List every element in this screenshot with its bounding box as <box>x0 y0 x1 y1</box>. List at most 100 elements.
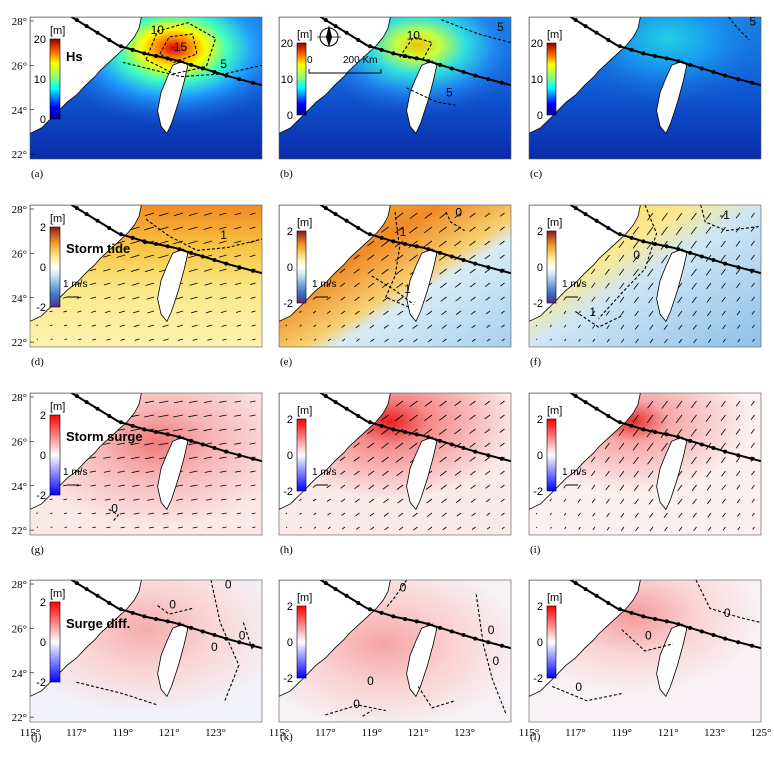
wind-vector <box>299 338 302 341</box>
wind-vector <box>355 512 360 517</box>
contour-line <box>157 605 193 615</box>
wind-vector <box>469 226 476 232</box>
track-point <box>653 429 658 434</box>
scale-zero: 0 <box>307 55 313 66</box>
reference-vector: 1 m/s <box>562 279 586 298</box>
panel-content: 10 15 5 <box>30 17 262 159</box>
colorbar-unit: [m] <box>547 405 562 417</box>
wind-vector <box>535 512 538 515</box>
wind-vector <box>77 498 82 501</box>
track-point <box>699 629 704 634</box>
track-point <box>165 432 170 437</box>
wind-vector <box>104 310 111 314</box>
wind-vector <box>425 484 433 490</box>
wind-vector <box>119 512 126 515</box>
wind-vector <box>455 296 462 302</box>
colorbar-tick: -2 <box>36 302 46 314</box>
wind-vector <box>752 338 755 342</box>
track-point <box>653 616 658 621</box>
track-point <box>723 636 728 641</box>
wind-vector <box>439 268 447 275</box>
wind-vector <box>606 526 610 531</box>
wind-vector <box>157 428 169 432</box>
wind-vector <box>549 310 552 314</box>
wind-vector <box>172 240 184 245</box>
wind-vector <box>500 498 505 502</box>
wind-vector <box>691 400 697 409</box>
wind-vector <box>234 470 242 473</box>
wind-vector <box>633 484 639 491</box>
wind-vector <box>604 254 610 262</box>
wind-vector <box>207 526 213 529</box>
track-point <box>344 406 349 411</box>
scale-distance: 200 Km <box>343 55 377 66</box>
colorbar: [m] 2 0 -2 <box>283 217 312 310</box>
wind-vector <box>619 470 625 478</box>
track-point <box>200 254 205 259</box>
wind-vector <box>438 428 447 435</box>
wind-vector <box>675 240 683 250</box>
track-point <box>426 247 431 252</box>
wind-vector <box>563 498 567 503</box>
wind-vector <box>132 310 140 314</box>
track-point <box>212 70 217 75</box>
wind-vector <box>619 296 625 303</box>
wind-vector <box>396 282 404 289</box>
contour-line <box>385 580 408 609</box>
colorbar-ramp <box>296 605 307 679</box>
panel-label: (j) <box>31 731 42 743</box>
wind-vector <box>485 310 491 315</box>
contour-line <box>551 685 622 702</box>
panel-frame <box>278 16 512 160</box>
track-point <box>118 607 123 612</box>
wind-vector <box>736 282 741 289</box>
wind-vector <box>191 324 198 328</box>
contour-label: 0 <box>724 606 731 620</box>
wind-vector <box>396 484 404 490</box>
wind-vector <box>188 456 198 460</box>
wind-vector <box>535 338 538 341</box>
wind-vector <box>605 484 610 491</box>
wind-vector <box>707 512 712 518</box>
track-point <box>688 438 693 443</box>
wind-vector <box>737 338 741 343</box>
wind-vector <box>750 414 755 420</box>
track-point <box>403 429 408 434</box>
track-point <box>664 56 669 61</box>
wind-vector <box>382 484 389 490</box>
wind-vector <box>634 324 639 330</box>
wind-vector <box>62 296 68 299</box>
wind-vector <box>750 240 755 246</box>
track-point <box>403 53 408 58</box>
wind-vector <box>49 310 53 313</box>
colorbar-tick: 0 <box>537 262 543 274</box>
colorbar-tick: -2 <box>283 673 293 685</box>
wind-vector <box>706 296 712 303</box>
wind-vector <box>220 310 227 314</box>
wind-vector <box>633 296 639 303</box>
wind-vector <box>409 442 418 450</box>
wind-vector <box>133 324 140 328</box>
wind-vector <box>632 254 639 263</box>
wind-vector <box>394 414 404 422</box>
track-point <box>95 406 100 411</box>
wind-vector <box>618 254 625 262</box>
wind-vector <box>499 226 505 231</box>
wind-vector <box>692 310 697 317</box>
contour-label: 10 <box>151 23 165 37</box>
contour-line <box>441 19 511 44</box>
wind-vector <box>722 512 726 518</box>
wind-vector <box>367 456 375 463</box>
panel-frame <box>29 579 263 723</box>
wind-vector <box>578 338 581 342</box>
track-point <box>237 640 242 645</box>
wind-vector <box>341 526 346 530</box>
wind-vector <box>397 498 404 504</box>
y-tick-label: 24° <box>12 481 27 493</box>
wind-vector <box>484 212 491 218</box>
wind-vector <box>251 512 256 515</box>
panel-content: 0 -1 1 <box>529 205 761 347</box>
wind-vector <box>104 484 111 487</box>
wind-vector <box>383 324 389 329</box>
